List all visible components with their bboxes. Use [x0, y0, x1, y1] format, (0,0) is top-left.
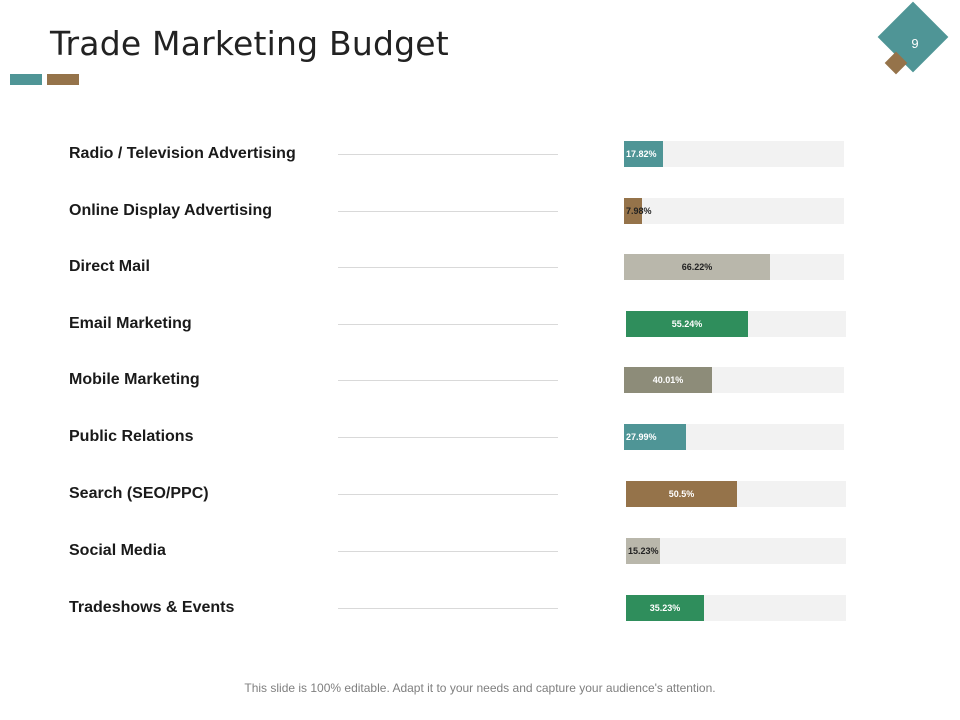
bar-value-label: 27.99% — [626, 432, 657, 442]
bar-track: 7.98% — [624, 198, 844, 224]
chart-row: Tradeshows & Events 35.23% — [0, 588, 960, 628]
bar-value-label: 40.01% — [652, 375, 684, 385]
bar-value-label: 35.23% — [649, 603, 681, 613]
chart-row: Email Marketing 55.24% — [0, 304, 960, 344]
leader-line — [338, 324, 558, 325]
category-label: Search (SEO/PPC) — [69, 485, 209, 502]
leader-line — [338, 608, 558, 609]
category-label: Tradeshows & Events — [69, 599, 235, 616]
category-label: Radio / Television Advertising — [69, 145, 296, 162]
bar — [624, 141, 663, 167]
accent-bar-teal — [10, 74, 42, 85]
footer-note: This slide is 100% editable. Adapt it to… — [244, 681, 716, 695]
page-title: Trade Marketing Budget — [50, 24, 449, 63]
bar-value-label: 66.22% — [681, 262, 713, 272]
leader-line — [338, 437, 558, 438]
chart-row: Public Relations 27.99% — [0, 417, 960, 457]
chart-row: Radio / Television Advertising 17.82% — [0, 134, 960, 174]
bar-track: 27.99% — [624, 424, 844, 450]
chart-row: Mobile Marketing 40.01% — [0, 360, 960, 400]
chart-row: Search (SEO/PPC) 50.5% — [0, 474, 960, 514]
category-label: Online Display Advertising — [69, 202, 273, 219]
bar-track: 55.24% — [626, 311, 846, 337]
category-label: Social Media — [69, 542, 166, 559]
category-label: Direct Mail — [69, 258, 150, 275]
accent-bar-brown — [47, 74, 79, 85]
leader-line — [338, 380, 558, 381]
chart-row: Social Media 15.23% — [0, 531, 960, 571]
leader-line — [338, 211, 558, 212]
bar-value-label: 17.82% — [626, 149, 657, 159]
category-label: Public Relations — [69, 428, 194, 445]
bar-value-label: 55.24% — [671, 319, 703, 329]
category-label: Mobile Marketing — [69, 371, 200, 388]
category-label: Email Marketing — [69, 315, 192, 332]
bar — [624, 198, 642, 224]
bar-track: 40.01% — [624, 367, 844, 393]
bar-track: 35.23% — [626, 595, 846, 621]
page-number: 9 — [911, 36, 919, 51]
bar-track: 15.23% — [626, 538, 846, 564]
bar — [624, 424, 686, 450]
bar-value-label: 50.5% — [668, 489, 695, 499]
bar — [626, 311, 748, 337]
bar — [624, 254, 770, 280]
bar — [626, 481, 737, 507]
leader-line — [338, 494, 558, 495]
leader-line — [338, 551, 558, 552]
leader-line — [338, 154, 558, 155]
bar-track: 50.5% — [626, 481, 846, 507]
bar-value-label: 7.98% — [626, 206, 652, 216]
bar — [624, 367, 712, 393]
bar-value-label: 15.23% — [628, 546, 659, 556]
bar — [626, 595, 704, 621]
leader-line — [338, 267, 558, 268]
chart-row: Direct Mail 66.22% — [0, 247, 960, 287]
bar-track: 66.22% — [624, 254, 844, 280]
chart-row: Online Display Advertising 7.98% — [0, 191, 960, 231]
bar — [626, 538, 660, 564]
bar-track: 17.82% — [624, 141, 844, 167]
